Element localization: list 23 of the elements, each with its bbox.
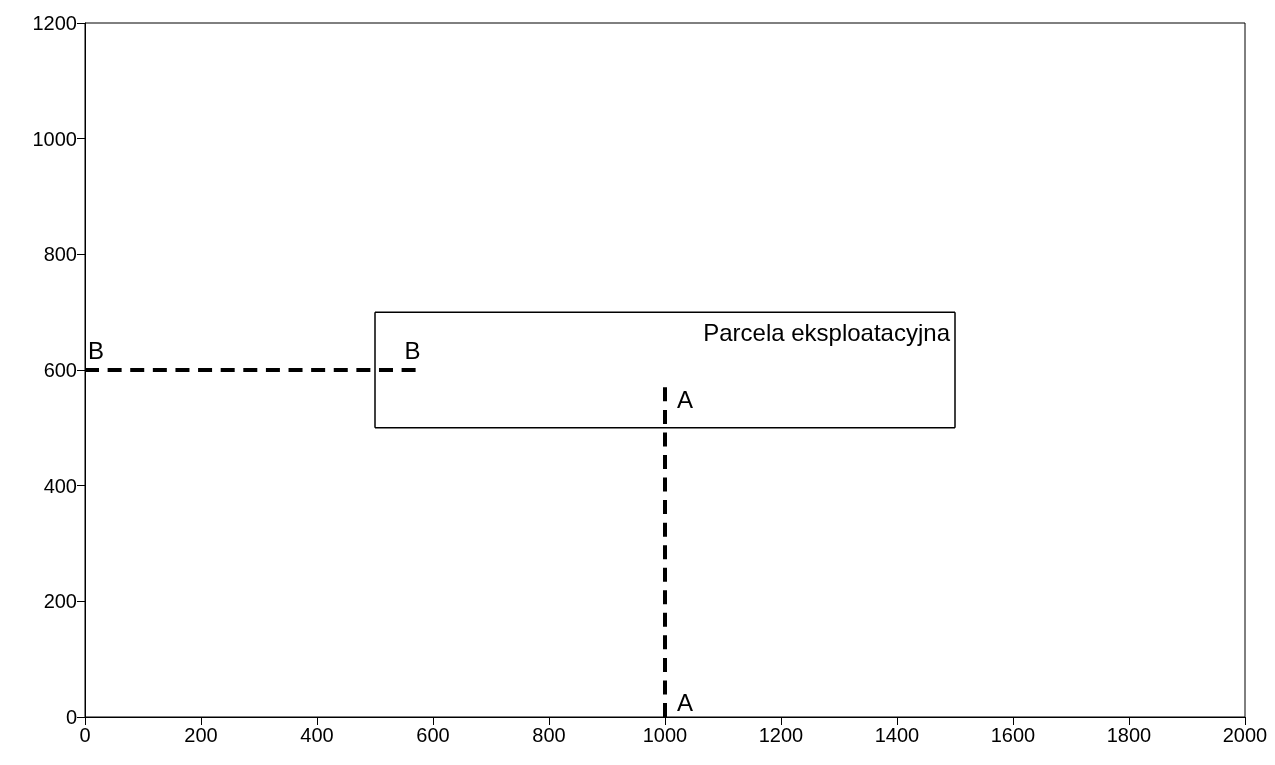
x-tick-label: 0 <box>79 724 91 746</box>
annotation: Parcela eksploatacyjna <box>703 318 951 346</box>
annotation: A <box>677 385 694 413</box>
x-tick-label: 1600 <box>990 724 1036 746</box>
x-tick-label: 800 <box>532 724 566 746</box>
y-tick-label: 800 <box>43 243 77 266</box>
y-tick-label: 400 <box>43 474 77 497</box>
x-tick-label: 200 <box>184 724 218 746</box>
x-tick-label: 1800 <box>1106 724 1152 746</box>
y-tick-label: 1000 <box>32 127 77 150</box>
y-tick-label: 200 <box>43 590 77 613</box>
x-tick-label: 2000 <box>1222 724 1268 746</box>
x-tick-label: 1000 <box>642 724 688 746</box>
annotation: B <box>88 336 105 364</box>
y-tick-label: 0 <box>65 706 77 728</box>
y-tick-label: 600 <box>43 359 77 381</box>
y-tick-label: 1200 <box>32 12 77 34</box>
x-tick-label: 1200 <box>758 724 804 746</box>
x-tick-label: 1400 <box>874 724 920 746</box>
annotation: B <box>404 336 421 364</box>
annotation: A <box>677 688 694 716</box>
x-tick-label: 600 <box>416 724 450 746</box>
x-tick-label: 400 <box>300 724 334 746</box>
